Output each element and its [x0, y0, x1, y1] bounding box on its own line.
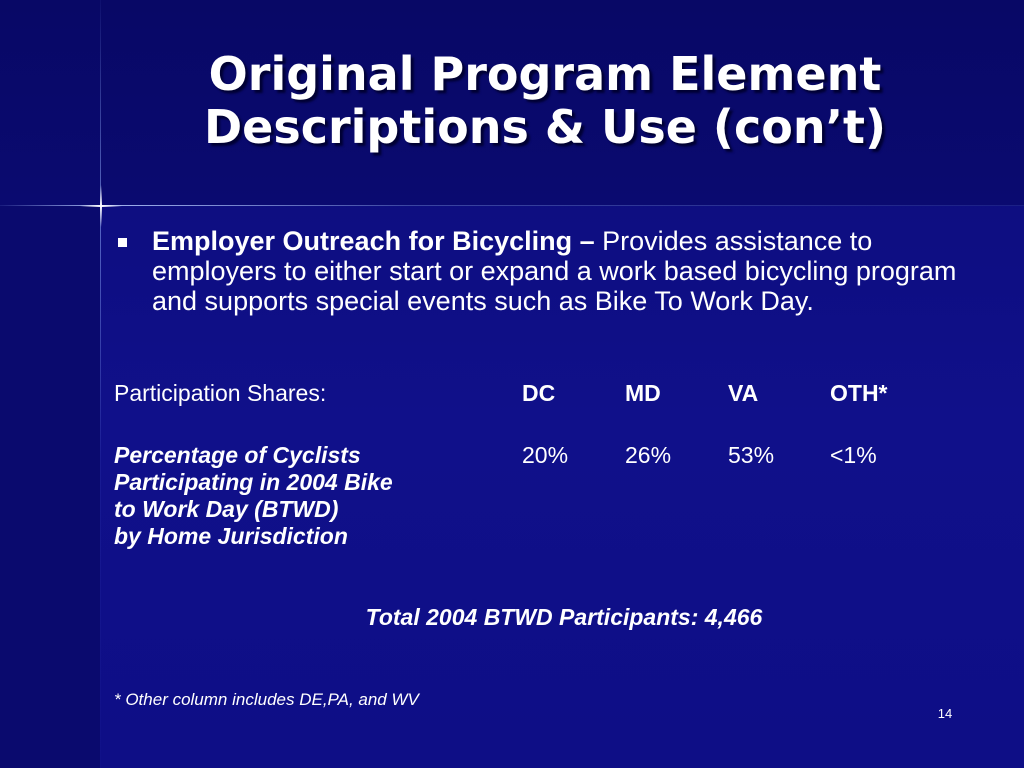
total-participants: Total 2004 BTWD Participants: 4,466: [365, 604, 763, 630]
column-header-dc: DC: [522, 380, 556, 406]
row-label-line-2: Participating in 2004 Bike: [114, 469, 393, 495]
footnote: * Other column includes DE,PA, and WV: [114, 690, 419, 709]
slide-title: Original Program Element Descriptions & …: [100, 48, 990, 154]
sparkle-icon: [80, 185, 122, 227]
title-line-2: Descriptions & Use (con’t): [203, 100, 887, 154]
value-oth: <1%: [830, 442, 877, 468]
title-band: [0, 0, 1024, 206]
value-va: 53%: [728, 442, 775, 468]
bullet-body: Provides assistance to employers to eith…: [152, 226, 957, 316]
column-header-md: MD: [625, 380, 661, 406]
row-label-line-3: to Work Day (BTWD): [114, 496, 339, 522]
bullet-text: Employer Outreach for Bicycling – Provid…: [152, 226, 998, 316]
column-header-va: VA: [728, 380, 759, 406]
value-md: 26%: [625, 442, 672, 468]
participation-shares-label: Participation Shares:: [114, 380, 327, 406]
horizontal-accent-line: [0, 205, 1024, 206]
bullet-lead: Employer Outreach for Bicycling –: [152, 226, 595, 256]
title-line-1: Original Program Element: [208, 47, 882, 101]
value-dc: 20%: [522, 442, 569, 468]
column-header-oth: OTH*: [830, 380, 888, 406]
square-bullet-icon: [118, 238, 127, 247]
page-number: 14: [937, 706, 953, 721]
bullet-item: Employer Outreach for Bicycling – Provid…: [118, 226, 998, 316]
row-label-line-1: Percentage of Cyclists: [114, 442, 361, 468]
row-label: Percentage of Cyclists Participating in …: [114, 442, 474, 550]
vertical-accent-line: [100, 0, 101, 768]
row-label-line-4: by Home Jurisdiction: [114, 523, 348, 549]
